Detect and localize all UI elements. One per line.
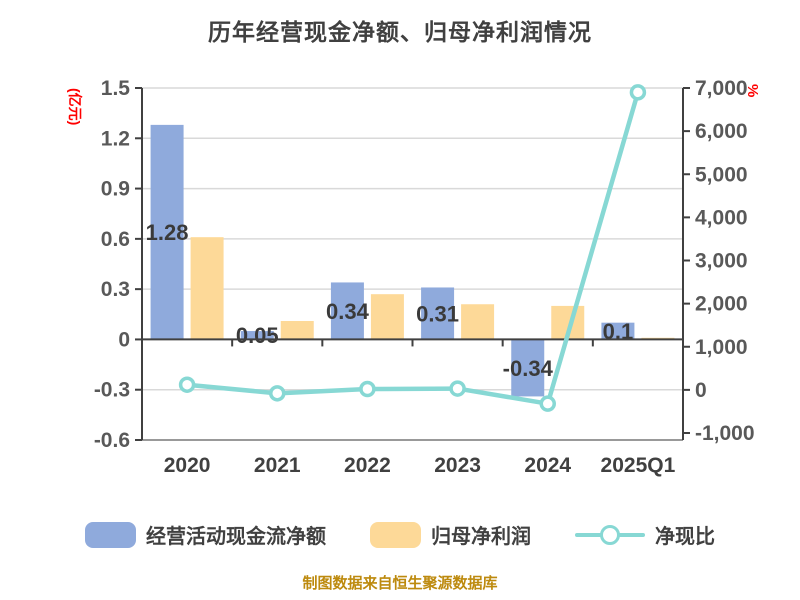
left-axis-tick-label: 0.6 xyxy=(101,228,130,251)
bar-label-2021: 0.05 xyxy=(236,323,279,348)
legend-item-net-profit[interactable]: 归母净利润 xyxy=(370,520,531,549)
line-point-2024 xyxy=(539,395,556,412)
bar-2021-net-profit xyxy=(280,320,314,340)
bar-label-2022: 0.34 xyxy=(326,299,370,324)
bar-2022-net-profit xyxy=(370,294,404,340)
right-axis-tick-label: 2,000 xyxy=(695,293,748,316)
bar-label-2020: 1.28 xyxy=(146,220,189,245)
right-axis-tick-label: 1,000 xyxy=(695,336,748,359)
left-axis-tick-label: 1.5 xyxy=(101,77,131,100)
bar-2023-net-profit xyxy=(461,304,495,340)
legend-swatch-net-profit xyxy=(370,521,421,548)
x-axis-label-2022: 2022 xyxy=(344,454,391,477)
right-axis-tick-label: 5,000 xyxy=(695,163,748,186)
chart-title: 历年经营现金净额、归母净利润情况 xyxy=(208,19,592,45)
right-axis-tick-label: 7,000 xyxy=(695,77,748,100)
x-axis-label-2020: 2020 xyxy=(164,454,211,477)
left-axis-tick-label: 0.3 xyxy=(101,278,130,301)
line-point-2022 xyxy=(359,380,376,398)
legend-item-operating-cash[interactable]: 经营活动现金流净额 xyxy=(85,520,326,549)
bar-2021-operating-cash xyxy=(240,331,274,340)
left-axis-tick-label: -0.6 xyxy=(94,429,130,452)
footer-note: 制图数据来自恒生聚源数据库 xyxy=(302,575,498,592)
ratio-line xyxy=(184,90,641,406)
bar-2023-operating-cash xyxy=(421,287,455,340)
legend-swatch-operating-cash xyxy=(85,521,136,548)
right-axis-tick-label: 3,000 xyxy=(695,250,748,273)
bar-2020-net-profit xyxy=(190,237,224,340)
x-axis-label-2024: 2024 xyxy=(524,454,571,477)
left-axis-tick-label: 1.2 xyxy=(101,127,130,150)
bar-label-2023: 0.31 xyxy=(416,301,459,326)
bar-label-2024: -0.34 xyxy=(503,356,554,381)
legend-line-ring-icon xyxy=(600,524,620,545)
bar-2020-operating-cash xyxy=(150,124,184,340)
legend-line-swatch xyxy=(575,522,645,548)
left-axis-tick-label: 0.9 xyxy=(101,178,130,201)
legend-label-net-profit: 归母净利润 xyxy=(431,526,531,548)
bar-2025Q1-operating-cash xyxy=(601,322,635,340)
bar-2024-operating-cash xyxy=(511,339,545,397)
left-axis-unit-label: (亿元) xyxy=(67,88,83,125)
right-axis-unit-label: % xyxy=(744,84,761,97)
legend-item-ratio[interactable]: 净现比 xyxy=(575,520,715,549)
x-axis-label-2023: 2023 xyxy=(434,454,481,477)
legend-label-ratio: 净现比 xyxy=(655,526,715,548)
right-axis-tick-label: 0 xyxy=(695,379,707,402)
x-axis-label-2021: 2021 xyxy=(254,454,301,477)
legend: 经营活动现金流净额 归母净利润 净现比 xyxy=(0,520,800,549)
line-point-2023 xyxy=(449,380,466,397)
right-axis-tick-label: 6,000 xyxy=(695,120,748,143)
right-axis-tick-label: 4,000 xyxy=(695,206,748,229)
left-axis-tick-label: 0 xyxy=(118,328,130,351)
right-axis-tick-label: -1,000 xyxy=(695,422,755,445)
line-point-2025Q1 xyxy=(629,84,647,101)
line-point-2020 xyxy=(178,376,196,393)
legend-label-operating-cash: 经营活动现金流净额 xyxy=(146,526,326,548)
x-axis-label-2025Q1: 2025Q1 xyxy=(601,454,676,477)
line-point-2021 xyxy=(269,385,286,402)
left-axis-tick-label: -0.3 xyxy=(94,379,130,402)
bar-2022-operating-cash xyxy=(330,282,364,340)
